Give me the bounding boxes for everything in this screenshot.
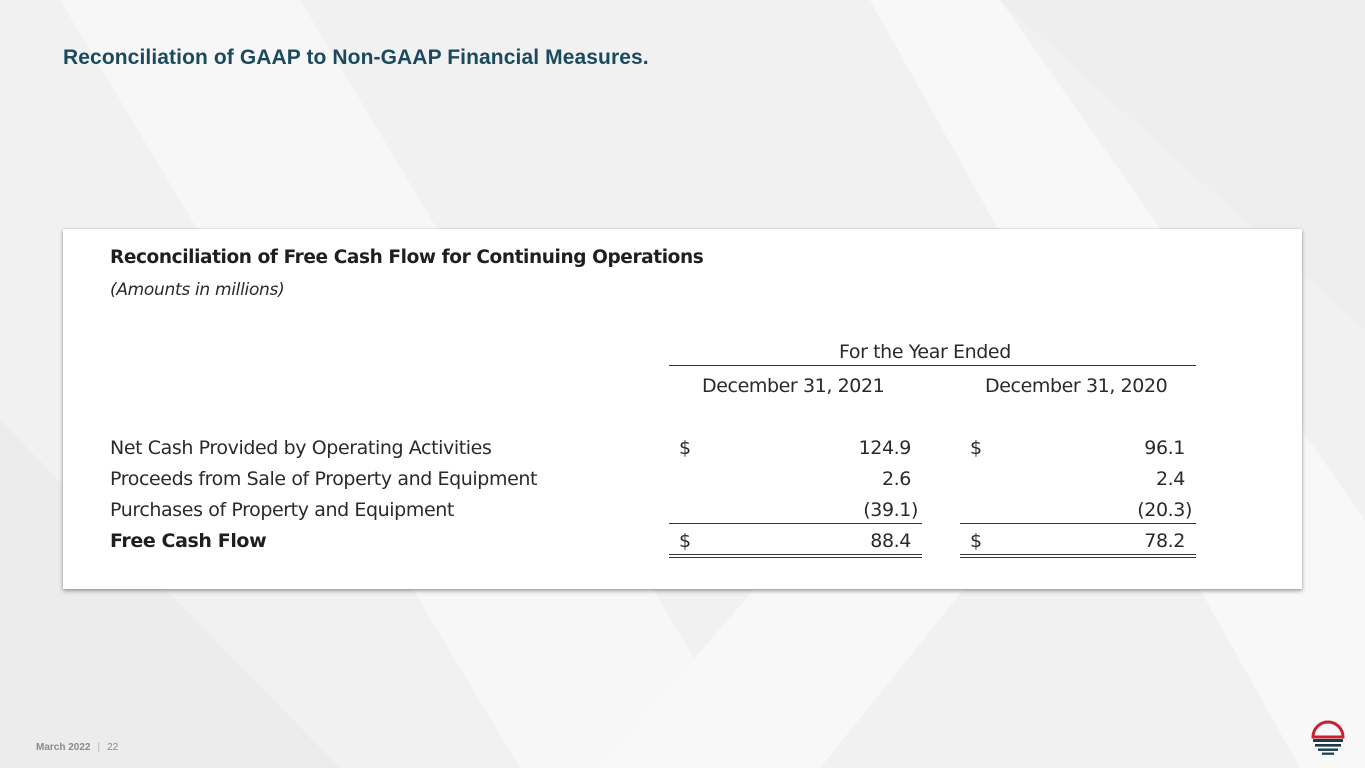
page-number: 22 <box>107 742 119 753</box>
reconciliation-table-card: Reconciliation of Free Cash Flow for Con… <box>63 229 1302 589</box>
row-label: Net Cash Provided by Operating Activitie… <box>110 437 492 459</box>
company-logo-icon <box>1311 720 1345 756</box>
row-label-total: Free Cash Flow <box>110 530 267 552</box>
value-2021: 2.6 <box>881 468 911 490</box>
table-title: Reconciliation of Free Cash Flow for Con… <box>110 247 704 268</box>
footer-separator: | <box>97 742 101 753</box>
currency-symbol: $ <box>679 530 691 552</box>
value-2020: (20.3) <box>1137 499 1192 521</box>
column-header-2020: December 31, 2020 <box>985 375 1168 397</box>
period-header-rule <box>669 365 1196 366</box>
footer-date: March 2022 <box>36 742 91 753</box>
subtotal-rule-2020 <box>960 523 1196 524</box>
total-value-2020: 78.2 <box>1144 530 1185 552</box>
table-subtitle: (Amounts in millions) <box>110 280 285 300</box>
value-2021: (39.1) <box>863 499 918 521</box>
period-header: For the Year Ended <box>839 341 1011 363</box>
column-header-2021: December 31, 2021 <box>702 375 885 397</box>
value-2021: 124.9 <box>858 437 912 459</box>
total-double-rule-2021-top <box>669 554 922 555</box>
slide-footer: March 2022 | 22 <box>36 742 118 753</box>
row-label: Purchases of Property and Equipment <box>110 499 454 521</box>
total-double-rule-2021-bottom <box>669 557 922 558</box>
total-value-2021: 88.4 <box>870 530 911 552</box>
row-label: Proceeds from Sale of Property and Equip… <box>110 468 538 490</box>
currency-symbol: $ <box>970 530 982 552</box>
currency-symbol: $ <box>970 437 982 459</box>
value-2020: 96.1 <box>1144 437 1185 459</box>
slide-title: Reconciliation of GAAP to Non-GAAP Finan… <box>63 46 649 69</box>
total-double-rule-2020-bottom <box>960 557 1196 558</box>
total-double-rule-2020-top <box>960 554 1196 555</box>
currency-symbol: $ <box>679 437 691 459</box>
subtotal-rule-2021 <box>669 523 922 524</box>
value-2020: 2.4 <box>1155 468 1185 490</box>
